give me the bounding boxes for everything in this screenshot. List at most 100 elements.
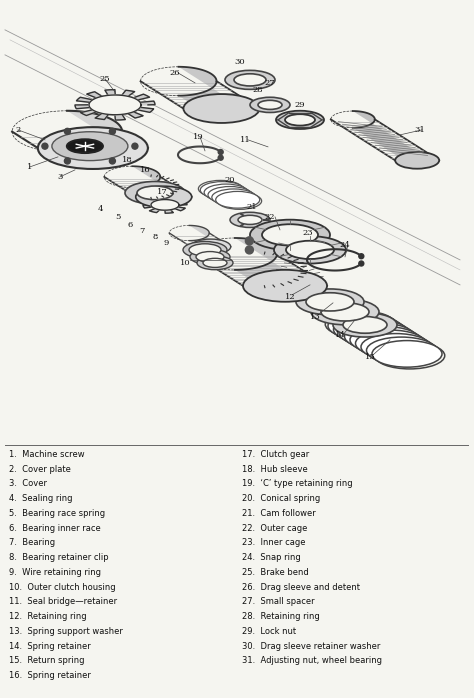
Ellipse shape — [285, 114, 315, 126]
Text: 14.  Spring retainer: 14. Spring retainer — [9, 641, 91, 651]
Ellipse shape — [369, 339, 439, 366]
Circle shape — [109, 158, 115, 164]
Ellipse shape — [210, 188, 254, 205]
Text: 28.  Retaining ring: 28. Retaining ring — [242, 612, 319, 621]
Text: 16.  Spring retainer: 16. Spring retainer — [9, 671, 91, 681]
Text: 7: 7 — [139, 227, 145, 235]
Text: 25: 25 — [100, 75, 110, 83]
Ellipse shape — [356, 330, 426, 357]
Ellipse shape — [258, 101, 282, 110]
Circle shape — [64, 128, 71, 134]
Ellipse shape — [218, 193, 262, 209]
Circle shape — [359, 261, 364, 266]
Circle shape — [64, 158, 71, 164]
Text: 3.  Cover: 3. Cover — [9, 480, 47, 489]
Polygon shape — [189, 225, 231, 254]
Text: 27.  Small spacer: 27. Small spacer — [242, 597, 314, 607]
Text: 22: 22 — [265, 213, 275, 221]
Text: 12: 12 — [285, 293, 295, 301]
Ellipse shape — [343, 316, 387, 333]
Ellipse shape — [183, 94, 259, 123]
Ellipse shape — [361, 334, 431, 360]
Circle shape — [246, 237, 254, 245]
Ellipse shape — [201, 181, 244, 198]
Ellipse shape — [334, 316, 403, 343]
Ellipse shape — [238, 215, 262, 225]
Ellipse shape — [375, 342, 445, 369]
Text: 8: 8 — [152, 233, 158, 241]
Ellipse shape — [350, 327, 420, 353]
Ellipse shape — [331, 314, 401, 341]
Ellipse shape — [203, 258, 227, 267]
Ellipse shape — [136, 186, 191, 207]
Ellipse shape — [342, 321, 412, 348]
Text: 12.  Retaining ring: 12. Retaining ring — [9, 612, 87, 621]
Ellipse shape — [276, 111, 324, 129]
Text: 6.  Bearing inner race: 6. Bearing inner race — [9, 524, 101, 533]
Ellipse shape — [286, 241, 334, 259]
Text: 6: 6 — [128, 221, 133, 229]
Text: 5.  Bearing race spring: 5. Bearing race spring — [9, 509, 106, 518]
Polygon shape — [353, 111, 439, 169]
Ellipse shape — [234, 74, 266, 86]
Ellipse shape — [274, 236, 346, 264]
Ellipse shape — [214, 190, 258, 207]
Polygon shape — [143, 197, 187, 213]
Text: 5: 5 — [115, 213, 121, 221]
Ellipse shape — [208, 186, 252, 203]
Ellipse shape — [296, 289, 364, 315]
Polygon shape — [89, 95, 141, 114]
Text: 17: 17 — [156, 188, 167, 196]
Ellipse shape — [250, 220, 330, 250]
Ellipse shape — [339, 320, 409, 346]
Ellipse shape — [336, 318, 406, 344]
Circle shape — [218, 149, 223, 154]
Ellipse shape — [372, 341, 442, 367]
Text: 10: 10 — [180, 259, 191, 267]
Text: 23: 23 — [303, 229, 313, 237]
Text: 11.  Seal bridge—retainer: 11. Seal bridge—retainer — [9, 597, 118, 607]
Ellipse shape — [333, 313, 397, 337]
Ellipse shape — [52, 132, 128, 161]
Text: 29: 29 — [295, 101, 305, 109]
Text: 16: 16 — [140, 166, 150, 174]
Circle shape — [109, 128, 115, 134]
Polygon shape — [67, 111, 148, 169]
Text: 24: 24 — [340, 241, 350, 249]
Text: 19.  ‘C’ type retaining ring: 19. ‘C’ type retaining ring — [242, 480, 352, 489]
Ellipse shape — [250, 97, 290, 112]
Polygon shape — [235, 238, 327, 302]
Text: 30: 30 — [235, 58, 246, 66]
Text: 1: 1 — [27, 163, 33, 171]
Ellipse shape — [306, 292, 354, 311]
Ellipse shape — [38, 127, 148, 169]
Text: 18.  Hub sleeve: 18. Hub sleeve — [242, 465, 308, 473]
Polygon shape — [132, 166, 191, 207]
Ellipse shape — [199, 180, 242, 197]
Polygon shape — [75, 89, 155, 120]
Ellipse shape — [125, 181, 185, 205]
Ellipse shape — [325, 311, 395, 337]
Ellipse shape — [137, 186, 173, 200]
Ellipse shape — [204, 184, 248, 201]
Text: 4.  Sealing ring: 4. Sealing ring — [9, 494, 73, 503]
Ellipse shape — [191, 239, 231, 254]
Ellipse shape — [353, 328, 423, 355]
Ellipse shape — [395, 152, 439, 169]
Text: 26.  Drag sleeve and detent: 26. Drag sleeve and detent — [242, 583, 360, 592]
Ellipse shape — [311, 299, 379, 325]
Text: 11: 11 — [240, 136, 250, 144]
Text: 26: 26 — [170, 69, 180, 77]
Text: 2: 2 — [15, 126, 21, 134]
Ellipse shape — [216, 191, 260, 208]
Ellipse shape — [212, 189, 256, 206]
Text: 10.  Outer clutch housing: 10. Outer clutch housing — [9, 583, 116, 592]
Ellipse shape — [197, 256, 233, 269]
Text: 8.  Bearing retainer clip: 8. Bearing retainer clip — [9, 553, 109, 562]
Text: 19: 19 — [192, 133, 203, 141]
Text: 23.  Inner cage: 23. Inner cage — [242, 538, 305, 547]
Text: 2.  Cover plate: 2. Cover plate — [9, 465, 71, 473]
Ellipse shape — [347, 325, 417, 351]
Polygon shape — [179, 67, 259, 123]
Ellipse shape — [345, 323, 414, 350]
